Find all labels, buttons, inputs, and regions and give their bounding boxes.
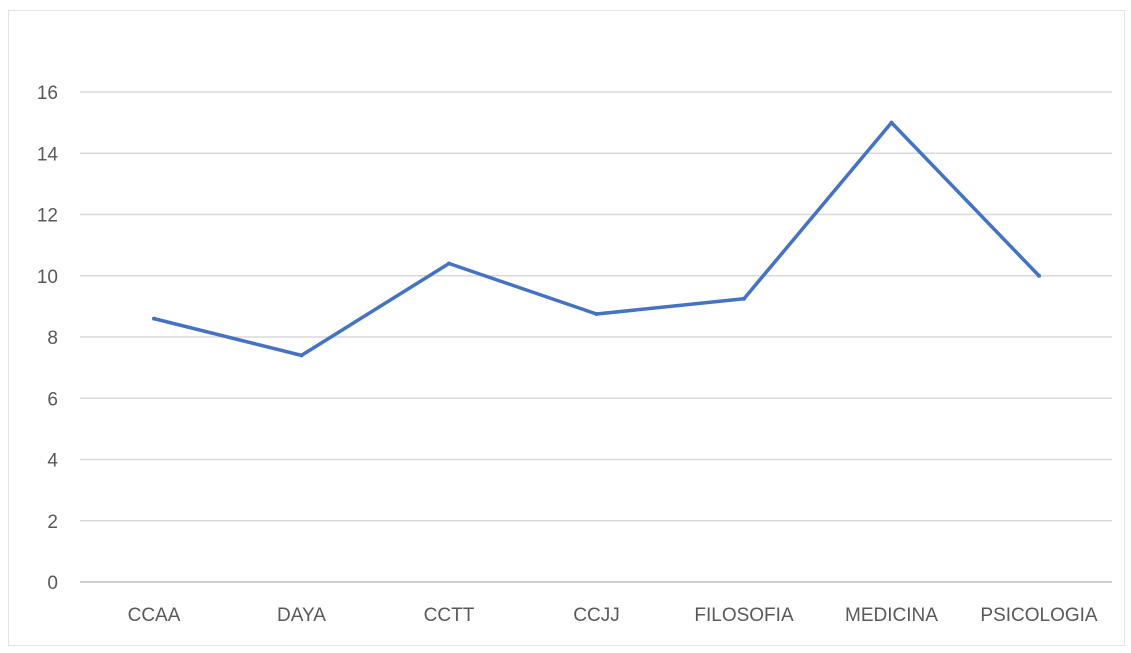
y-tick-label: 4 [47,451,58,472]
data-point-psicologia [1037,273,1041,278]
data-point-filosofia [742,296,746,301]
data-point-cctt [447,261,451,266]
y-tick-label: 8 [47,328,58,349]
data-point-daya [299,353,304,358]
y-tick-label: 2 [47,512,58,533]
series-line [152,120,1041,358]
x-tick-label: DAYA [277,605,326,626]
y-tick-label: 10 [37,267,58,288]
data-points [152,120,1041,358]
x-tick-label: CCTT [424,605,475,626]
data-point-ccjj [594,312,599,317]
y-tick-label: 6 [47,389,58,410]
y-tick-label: 14 [37,144,59,165]
x-tick-label: FILOSOFIA [694,605,794,626]
x-axis-tick-labels: CCAA DAYA CCTT CCJJ FILOSOFIA MEDICINA PSICOLO… [128,605,1098,626]
gridlines [80,91,1112,522]
y-tick-label: 0 [47,573,58,594]
y-tick-label: 16 [37,83,58,104]
x-tick-label: CCAA [128,605,181,626]
x-tick-label: CCJJ [573,605,619,626]
data-point-medicina [889,120,894,125]
x-tick-label: PSICOLOGIA [980,605,1098,626]
y-tick-label: 12 [37,206,58,227]
x-tick-label: MEDICINA [845,605,938,626]
data-point-ccaa [152,316,156,321]
y-axis-tick-labels: 0 2 4 6 8 10 12 14 16 [37,83,59,594]
